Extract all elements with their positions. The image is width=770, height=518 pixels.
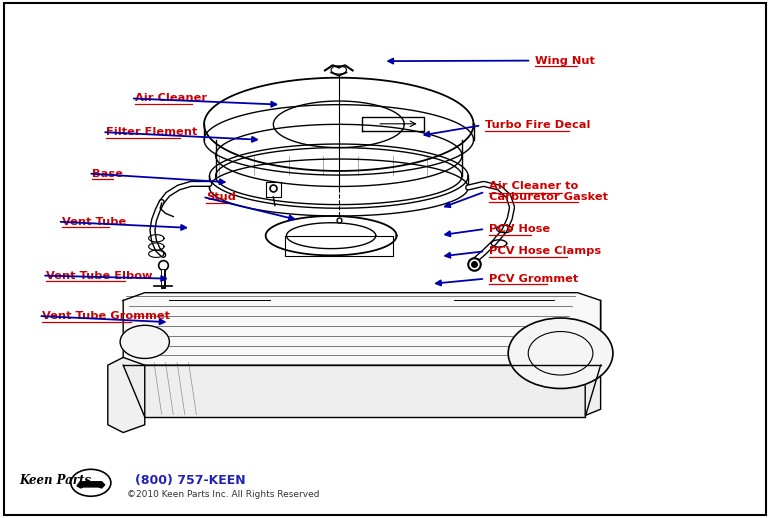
Text: Base: Base <box>92 168 123 179</box>
Text: Wing Nut: Wing Nut <box>535 55 595 66</box>
Text: Air Cleaner to
Carburetor Gasket: Air Cleaner to Carburetor Gasket <box>489 181 608 203</box>
Polygon shape <box>123 293 601 365</box>
Text: Air Cleaner: Air Cleaner <box>135 93 207 104</box>
Text: PCV Hose: PCV Hose <box>489 224 550 234</box>
Text: ©2010 Keen Parts Inc. All Rights Reserved: ©2010 Keen Parts Inc. All Rights Reserve… <box>127 490 320 499</box>
Text: Vent Tube Grommet: Vent Tube Grommet <box>42 311 170 321</box>
Text: (800) 757-KEEN: (800) 757-KEEN <box>135 474 246 487</box>
Polygon shape <box>123 365 601 417</box>
Polygon shape <box>585 300 601 415</box>
Text: Filter Element: Filter Element <box>106 127 198 137</box>
Circle shape <box>508 318 613 388</box>
Polygon shape <box>108 357 145 433</box>
Text: Keen Parts: Keen Parts <box>19 474 92 487</box>
Text: Stud: Stud <box>206 192 236 202</box>
Text: Vent Tube: Vent Tube <box>62 217 126 227</box>
Circle shape <box>120 325 169 358</box>
Text: Turbo Fire Decal: Turbo Fire Decal <box>485 120 591 131</box>
Text: Vent Tube Elbow: Vent Tube Elbow <box>46 270 152 281</box>
Text: PCV Hose Clamps: PCV Hose Clamps <box>489 246 601 256</box>
Polygon shape <box>77 482 105 488</box>
Text: PCV Grommet: PCV Grommet <box>489 274 578 284</box>
